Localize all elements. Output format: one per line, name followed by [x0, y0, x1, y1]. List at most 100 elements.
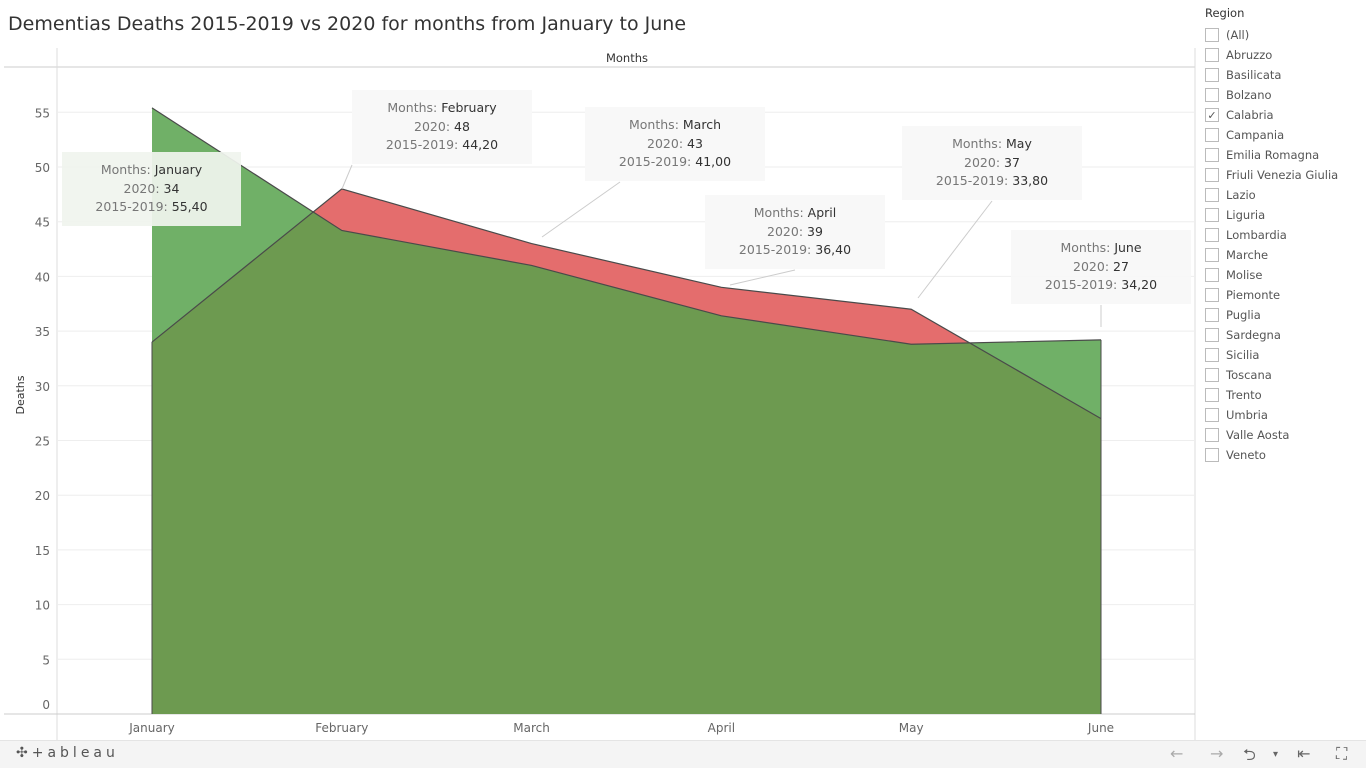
- checkbox[interactable]: [1205, 88, 1219, 102]
- region-option[interactable]: Campania: [1205, 125, 1338, 145]
- line-2020: [151, 188, 1102, 420]
- region-label: Umbria: [1226, 408, 1268, 422]
- region-label: Trento: [1226, 388, 1262, 402]
- reset-icon[interactable]: ⇤: [1297, 744, 1311, 763]
- checkbox[interactable]: [1205, 128, 1219, 142]
- redo-icon[interactable]: →: [1210, 744, 1224, 763]
- ann-month: April: [807, 205, 837, 220]
- ann-label: Months:: [753, 205, 804, 220]
- y-tick-label: 25: [35, 435, 50, 449]
- region-option[interactable]: Veneto: [1205, 445, 1338, 465]
- tableau-logo[interactable]: ✣+ableau: [16, 745, 119, 761]
- checkbox[interactable]: [1205, 168, 1219, 182]
- ann-2020-value: 37: [1004, 154, 1020, 170]
- x-tick-label: March: [513, 721, 550, 735]
- ann-label: 2015-2019:: [385, 137, 459, 152]
- y-axis-title: Deaths: [14, 375, 27, 414]
- y-tick-label: 50: [35, 161, 50, 175]
- region-option[interactable]: Sardegna: [1205, 325, 1338, 345]
- checkbox[interactable]: [1205, 388, 1219, 402]
- region-label: Marche: [1226, 248, 1269, 262]
- checkbox[interactable]: [1205, 268, 1219, 282]
- region-option[interactable]: Molise: [1205, 265, 1338, 285]
- checkbox[interactable]: [1205, 48, 1219, 62]
- region-label: Lazio: [1226, 188, 1256, 202]
- undo-icon[interactable]: ←: [1170, 744, 1184, 763]
- area-chart: Months Deaths 0 5 10 15 20 25 30 35 40 45 50 55 Januar…: [4, 48, 1196, 740]
- x-tick-label: February: [315, 721, 368, 735]
- ann-label: 2020:: [414, 118, 451, 134]
- checkbox[interactable]: [1205, 428, 1219, 442]
- region-option[interactable]: Marche: [1205, 245, 1338, 265]
- y-tick-label: 45: [35, 216, 50, 230]
- checkbox[interactable]: [1205, 308, 1219, 322]
- ann-2020-value: 27: [1113, 258, 1129, 274]
- region-option[interactable]: Emilia Romagna: [1205, 145, 1338, 165]
- region-label: Lombardia: [1226, 228, 1287, 242]
- region-option[interactable]: Toscana: [1205, 365, 1338, 385]
- checkbox[interactable]: [1205, 448, 1219, 462]
- region-option[interactable]: ✓ Calabria: [1205, 105, 1338, 125]
- ann-label: 2015-2019:: [95, 199, 168, 214]
- region-option[interactable]: Sicilia: [1205, 345, 1338, 365]
- ann-label: 2020:: [767, 223, 804, 239]
- checkbox[interactable]: [1205, 288, 1219, 302]
- ann-2020-value: 34: [163, 180, 180, 196]
- fullscreen-icon[interactable]: ⛶: [1336, 744, 1348, 763]
- region-label: Piemonte: [1226, 288, 1281, 302]
- y-tick-label: 0: [42, 698, 50, 712]
- checkbox[interactable]: [1205, 148, 1219, 162]
- checkbox[interactable]: [1205, 248, 1219, 262]
- ann-baseline-value: 33,80: [1012, 173, 1049, 188]
- tableau-logo-text: +ableau: [31, 745, 119, 761]
- checkbox[interactable]: [1205, 68, 1219, 82]
- checkbox[interactable]: [1205, 348, 1219, 362]
- line-2015-2019: [151, 107, 1102, 345]
- region-label: (All): [1226, 28, 1250, 42]
- checkbox[interactable]: [1205, 188, 1219, 202]
- ann-baseline-value: 36,40: [815, 242, 852, 257]
- ann-label: Months:: [952, 136, 1003, 151]
- region-option[interactable]: Basilicata: [1205, 65, 1338, 85]
- annotation-leader: [541, 181, 621, 238]
- ann-label: 2020:: [123, 180, 160, 196]
- region-label: Campania: [1226, 128, 1285, 142]
- annotation-january: Months: January 2020: 34 2015-2019: 55,4…: [62, 152, 241, 226]
- ann-label: Months:: [387, 100, 438, 115]
- checkbox[interactable]: [1205, 28, 1219, 42]
- region-option[interactable]: Umbria: [1205, 405, 1338, 425]
- ann-baseline-value: 34,20: [1121, 277, 1158, 292]
- revert-icon[interactable]: ⮌: [1243, 745, 1256, 764]
- ann-label: 2015-2019:: [935, 173, 1009, 188]
- annotation-february: Months: February 2020: 48 2015-2019: 44,…: [352, 90, 532, 164]
- checkbox[interactable]: [1205, 208, 1219, 222]
- region-option[interactable]: Friuli Venezia Giulia: [1205, 165, 1338, 185]
- checkbox[interactable]: [1205, 228, 1219, 242]
- checkbox[interactable]: [1205, 328, 1219, 342]
- region-label: Sardegna: [1226, 328, 1281, 342]
- region-option[interactable]: Puglia: [1205, 305, 1338, 325]
- annotation-march: Months: March 2020: 43 2015-2019: 41,00: [585, 107, 765, 181]
- region-label: Toscana: [1226, 368, 1272, 382]
- region-label: Calabria: [1226, 108, 1274, 122]
- region-label: Emilia Romagna: [1226, 148, 1320, 162]
- region-option[interactable]: Lombardia: [1205, 225, 1338, 245]
- ann-label: 2015-2019:: [738, 242, 812, 257]
- checkbox[interactable]: [1205, 408, 1219, 422]
- region-option[interactable]: (All): [1205, 25, 1338, 45]
- region-option[interactable]: Liguria: [1205, 205, 1338, 225]
- ann-label: Months:: [629, 117, 679, 132]
- region-option[interactable]: Valle Aosta: [1205, 425, 1338, 445]
- region-option[interactable]: Lazio: [1205, 185, 1338, 205]
- region-option[interactable]: Piemonte: [1205, 285, 1338, 305]
- region-option[interactable]: Abruzzo: [1205, 45, 1338, 65]
- area-overlap: [152, 188, 1101, 714]
- region-option[interactable]: Trento: [1205, 385, 1338, 405]
- checkbox[interactable]: [1205, 368, 1219, 382]
- region-option[interactable]: Bolzano: [1205, 85, 1338, 105]
- checkbox[interactable]: ✓: [1205, 108, 1219, 122]
- revert-dropdown-icon[interactable]: ▾: [1273, 749, 1279, 760]
- y-tick-label: 35: [35, 325, 50, 339]
- ann-label: Months:: [1060, 240, 1111, 255]
- ann-label: Months:: [100, 162, 151, 177]
